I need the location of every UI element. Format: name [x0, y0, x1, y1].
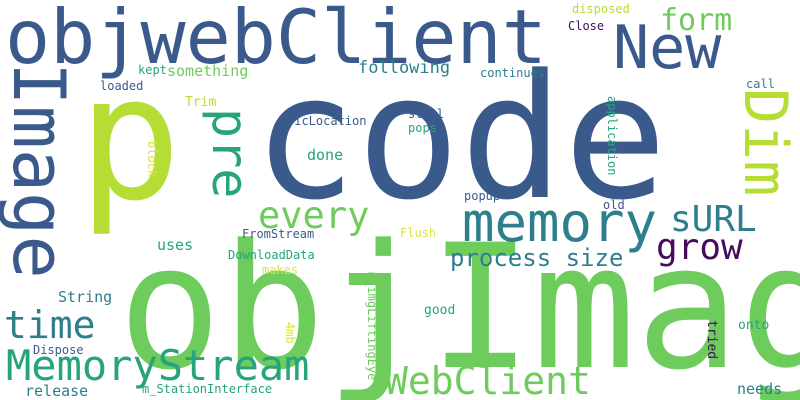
word-block: block [145, 141, 159, 178]
word-memory: memory [462, 191, 658, 254]
word-objimage: objImage [118, 207, 800, 400]
word-flush: Flush [400, 226, 437, 240]
word-onto: onto [738, 318, 770, 333]
word-kept: kept [138, 63, 167, 77]
word-objwebclient: objwebClient [5, 0, 547, 81]
word-popup: popup [464, 189, 501, 203]
word-code: code [253, 37, 668, 238]
word-image: Image [0, 62, 81, 279]
word-piclocation: PicLocation [287, 114, 367, 128]
word-needs: needs [737, 380, 783, 398]
word-loaded: loaded [100, 79, 144, 93]
word-grow: grow [656, 227, 743, 268]
word-done: done [307, 146, 344, 164]
word-4mb: 4mb [283, 322, 297, 344]
word-form: form [660, 3, 733, 38]
word-close: Close [568, 19, 605, 33]
word-surl: sURL [670, 199, 757, 240]
word-application: application [605, 96, 619, 176]
word-m-stationinterface: m_StationInterface [142, 382, 273, 396]
word-makes: makes [262, 263, 299, 277]
word-p: p [78, 38, 182, 239]
word-good: good [424, 303, 456, 318]
word-release: release [25, 382, 89, 400]
word-new: New [613, 13, 722, 83]
word-trim: Trim [185, 95, 217, 110]
word-dispose: Dispose [33, 343, 84, 357]
word-uses: uses [157, 236, 194, 254]
word-old: old [603, 198, 625, 212]
word-still: still [408, 107, 445, 121]
word-call: call [746, 77, 775, 91]
word-pops: pops [408, 121, 437, 135]
word-following: following [358, 58, 451, 78]
word-tried: tried [704, 320, 719, 360]
word-downloaddata: DownloadData [228, 248, 315, 262]
word-disposed: disposed [572, 2, 630, 16]
word-m-imgliftingeye: m_imgLiftingEye [365, 272, 379, 381]
word-pre: pre [201, 108, 259, 199]
word-something: something [167, 62, 249, 80]
word-memorystream: MemoryStream [6, 341, 310, 390]
word-dim: Dim [730, 88, 800, 197]
word-string: String [58, 288, 113, 306]
word-every: every [258, 194, 370, 237]
word-webclient: WebClient [385, 359, 591, 400]
word-process-size: process size [450, 244, 624, 272]
word-fromstream: FromStream [242, 227, 315, 241]
word-time: time [4, 303, 96, 347]
word-continues: continues [480, 66, 546, 80]
